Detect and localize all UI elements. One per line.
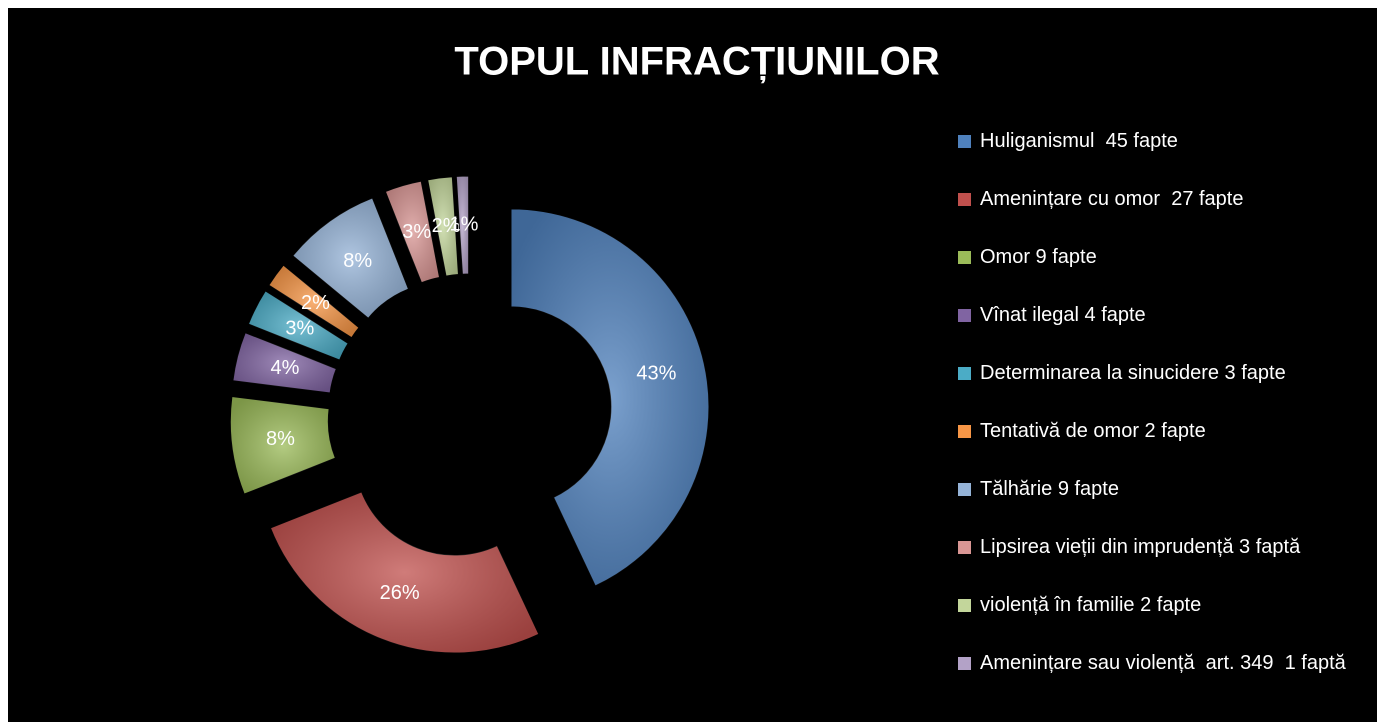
legend-swatch: [958, 657, 971, 670]
legend-swatch: [958, 135, 971, 148]
data-label: 8%: [266, 428, 295, 450]
legend-item: Tentativă de omor 2 fapte: [958, 416, 1358, 446]
doughnut-slice: [269, 491, 540, 654]
data-label: 1%: [450, 213, 479, 235]
legend-swatch: [958, 483, 971, 496]
chart-area: TOPUL INFRACȚIUNILOR 43% 26% 8% 4% 3% 2% 8% 3% 2…: [8, 8, 1377, 722]
legend-item: Amenințare cu omor 27 fapte: [958, 184, 1358, 214]
data-label: 3%: [285, 318, 314, 340]
legend-label: Determinarea la sinucidere 3 fapte: [980, 362, 1286, 384]
data-label: 26%: [380, 582, 420, 604]
legend-swatch: [958, 367, 971, 380]
data-label: 2%: [301, 292, 330, 314]
data-label: 43%: [636, 363, 676, 385]
legend-label: violență în familie 2 fapte: [980, 594, 1202, 616]
legend-label: Amenințare sau violență art. 349 1 faptă: [980, 652, 1346, 674]
legend-label: Huliganismul 45 fapte: [980, 130, 1178, 152]
chart-title: TOPUL INFRACȚIUNILOR: [454, 40, 939, 84]
legend-item: violență în familie 2 fapte: [958, 590, 1358, 620]
data-label: 3%: [402, 221, 431, 243]
legend-label: Lipsirea vieții din imprudență 3 faptă: [980, 536, 1301, 558]
legend-item: Amenințare sau violență art. 349 1 faptă: [958, 648, 1358, 678]
legend-item: Determinarea la sinucidere 3 fapte: [958, 358, 1358, 388]
legend-item: Lipsirea vieții din imprudență 3 faptă: [958, 532, 1358, 562]
legend-item: Omor 9 fapte: [958, 242, 1358, 272]
legend-swatch: [958, 193, 971, 206]
data-label: 4%: [271, 357, 300, 379]
legend-swatch: [958, 309, 971, 322]
data-label: 2%: [432, 215, 461, 237]
legend-swatch: [958, 425, 971, 438]
legend-label: Tălhărie 9 fapte: [980, 478, 1119, 500]
legend-label: Vînat ilegal 4 fapte: [980, 304, 1146, 326]
legend-swatch: [958, 541, 971, 554]
legend-label: Omor 9 fapte: [980, 246, 1097, 268]
legend-item: Vînat ilegal 4 fapte: [958, 300, 1358, 330]
legend-item: Huliganismul 45 fapte: [958, 126, 1358, 156]
legend-item: Tălhărie 9 fapte: [958, 474, 1358, 504]
legend-label: Tentativă de omor 2 fapte: [980, 420, 1206, 442]
legend-label: Amenințare cu omor 27 fapte: [980, 188, 1244, 210]
legend-swatch: [958, 599, 971, 612]
doughnut-slice: [510, 208, 710, 587]
legend-swatch: [958, 251, 971, 264]
data-label: 8%: [343, 250, 372, 272]
